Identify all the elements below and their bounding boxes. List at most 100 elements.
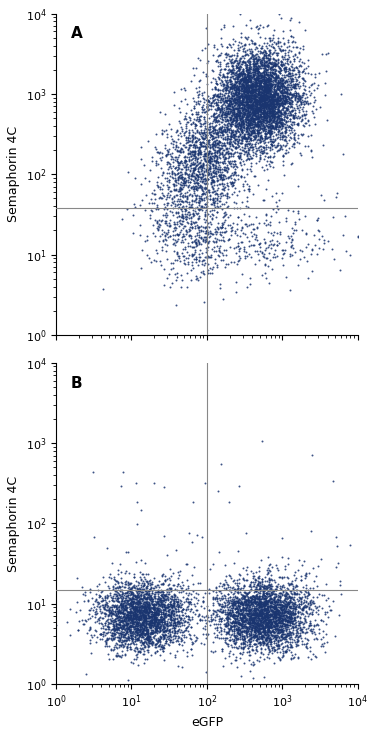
Point [230, 138, 236, 149]
Point [171, 218, 177, 230]
Point [237, 623, 243, 634]
Point [253, 630, 259, 642]
Point [204, 227, 210, 239]
Point [201, 175, 207, 187]
Point [192, 145, 198, 157]
Point [313, 602, 319, 614]
Point [218, 47, 224, 59]
Point [182, 190, 188, 202]
Point [261, 106, 267, 118]
Point [146, 634, 152, 645]
Point [234, 77, 240, 89]
Point [208, 110, 214, 121]
Point [260, 616, 266, 628]
Point [250, 115, 256, 127]
Point [270, 91, 276, 103]
Point [202, 150, 208, 162]
Point [235, 626, 241, 638]
Point [219, 174, 225, 186]
Point [216, 149, 222, 160]
Point [255, 129, 261, 141]
Point [240, 612, 246, 623]
Point [260, 123, 266, 135]
Point [240, 55, 246, 67]
Point [284, 616, 290, 628]
Point [186, 590, 192, 601]
Point [264, 73, 270, 85]
Point [252, 95, 258, 107]
Point [245, 96, 251, 108]
Point [217, 100, 223, 112]
Point [281, 99, 287, 110]
Point [263, 128, 269, 140]
Point [274, 92, 280, 104]
Point [130, 603, 136, 615]
Point [169, 626, 175, 637]
Point [240, 39, 246, 51]
Point [284, 54, 290, 66]
Point [270, 52, 276, 63]
Point [260, 101, 266, 113]
Point [211, 131, 217, 143]
Point [160, 613, 166, 625]
Point [231, 93, 237, 105]
Point [263, 100, 269, 112]
Point [185, 174, 191, 185]
Point [165, 606, 171, 618]
Point [270, 32, 276, 43]
Point [217, 84, 223, 96]
Point [247, 106, 253, 118]
Point [266, 93, 272, 105]
Point [236, 90, 242, 102]
Point [250, 52, 256, 63]
Point [327, 604, 333, 615]
Point [306, 81, 312, 93]
Point [161, 592, 167, 604]
Point [257, 82, 263, 94]
Point [268, 608, 274, 620]
Point [242, 38, 248, 50]
Point [260, 75, 266, 87]
Point [233, 85, 239, 97]
Point [178, 587, 184, 598]
Point [153, 606, 159, 618]
Point [189, 131, 195, 143]
Point [100, 620, 106, 632]
Point [273, 123, 279, 135]
Point [267, 69, 273, 81]
Point [194, 113, 200, 125]
Point [266, 124, 272, 136]
Point [148, 610, 154, 622]
Point [292, 620, 298, 632]
Point [99, 606, 105, 618]
Point [224, 107, 230, 118]
Point [228, 50, 234, 62]
Point [257, 623, 263, 635]
Point [262, 626, 268, 638]
Point [258, 113, 264, 124]
Point [183, 174, 189, 185]
Point [249, 80, 255, 92]
Point [273, 85, 279, 96]
Point [280, 130, 286, 141]
Point [148, 623, 154, 634]
Point [159, 643, 165, 655]
Point [264, 85, 270, 96]
Point [275, 70, 281, 82]
Point [153, 612, 159, 624]
Point [257, 623, 263, 634]
Point [116, 627, 122, 639]
Point [247, 66, 253, 77]
Point [88, 647, 94, 659]
Point [127, 627, 133, 639]
Point [191, 150, 197, 162]
Point [180, 222, 186, 233]
Point [256, 103, 262, 115]
Point [242, 615, 248, 627]
Point [104, 597, 110, 609]
Point [244, 622, 250, 634]
Point [227, 614, 233, 626]
Point [243, 78, 249, 90]
Point [265, 76, 271, 88]
Point [135, 585, 141, 597]
